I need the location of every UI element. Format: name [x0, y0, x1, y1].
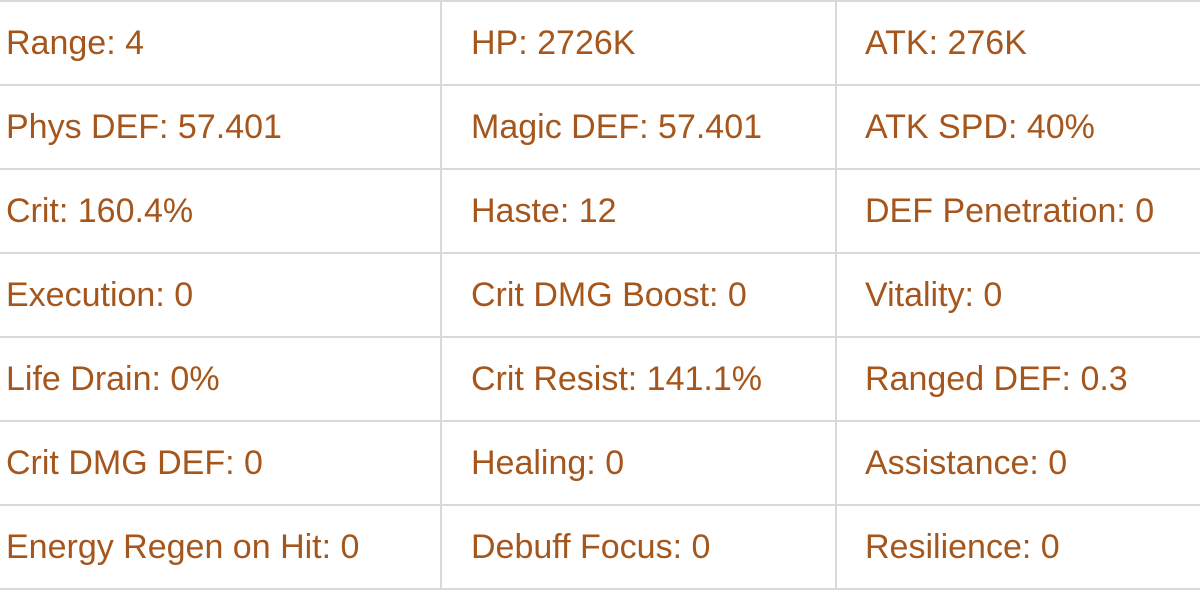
stat-row: Execution: 0 Crit DMG Boost: 0 Vitality: 0: [0, 252, 1200, 338]
stat-cell: Assistance: 0: [835, 420, 1200, 506]
stat-cell: Phys DEF: 57.401: [0, 84, 442, 170]
stat-cell: Magic DEF: 57.401: [440, 84, 837, 170]
stat-row: Phys DEF: 57.401 Magic DEF: 57.401 ATK SPD…: [0, 84, 1200, 170]
stat-cell: Resilience: 0: [835, 504, 1200, 590]
stat-row: Life Drain: 0% Crit Resist: 141.1% Ranged …: [0, 336, 1200, 422]
stat-cell: Healing: 0: [440, 420, 837, 506]
stat-cell: ATK: 276K: [835, 0, 1200, 86]
stat-cell: Haste: 12: [440, 168, 837, 254]
stat-row: Crit: 160.4% Haste: 12 DEF Penetration: 0: [0, 168, 1200, 254]
stat-cell: Range: 4: [0, 0, 442, 86]
stat-cell: Debuff Focus: 0: [440, 504, 837, 590]
stat-cell: HP: 2726K: [440, 0, 837, 86]
stat-cell: Vitality: 0: [835, 252, 1200, 338]
stat-row: Range: 4 HP: 2726K ATK: 276K: [0, 0, 1200, 86]
stat-cell: Crit DMG DEF: 0: [0, 420, 442, 506]
stat-cell: DEF Penetration: 0: [835, 168, 1200, 254]
stat-row: Crit DMG DEF: 0 Healing: 0 Assistance: 0: [0, 420, 1200, 506]
stat-cell: ATK SPD: 40%: [835, 84, 1200, 170]
stat-cell: Crit: 160.4%: [0, 168, 442, 254]
stat-row: Energy Regen on Hit: 0 Debuff Focus: 0 Res…: [0, 504, 1200, 590]
stat-cell: Execution: 0: [0, 252, 442, 338]
stat-cell: Ranged DEF: 0.3: [835, 336, 1200, 422]
stat-cell: Life Drain: 0%: [0, 336, 442, 422]
stat-cell: Energy Regen on Hit: 0: [0, 504, 442, 590]
stat-cell: Crit Resist: 141.1%: [440, 336, 837, 422]
stat-cell: Crit DMG Boost: 0: [440, 252, 837, 338]
